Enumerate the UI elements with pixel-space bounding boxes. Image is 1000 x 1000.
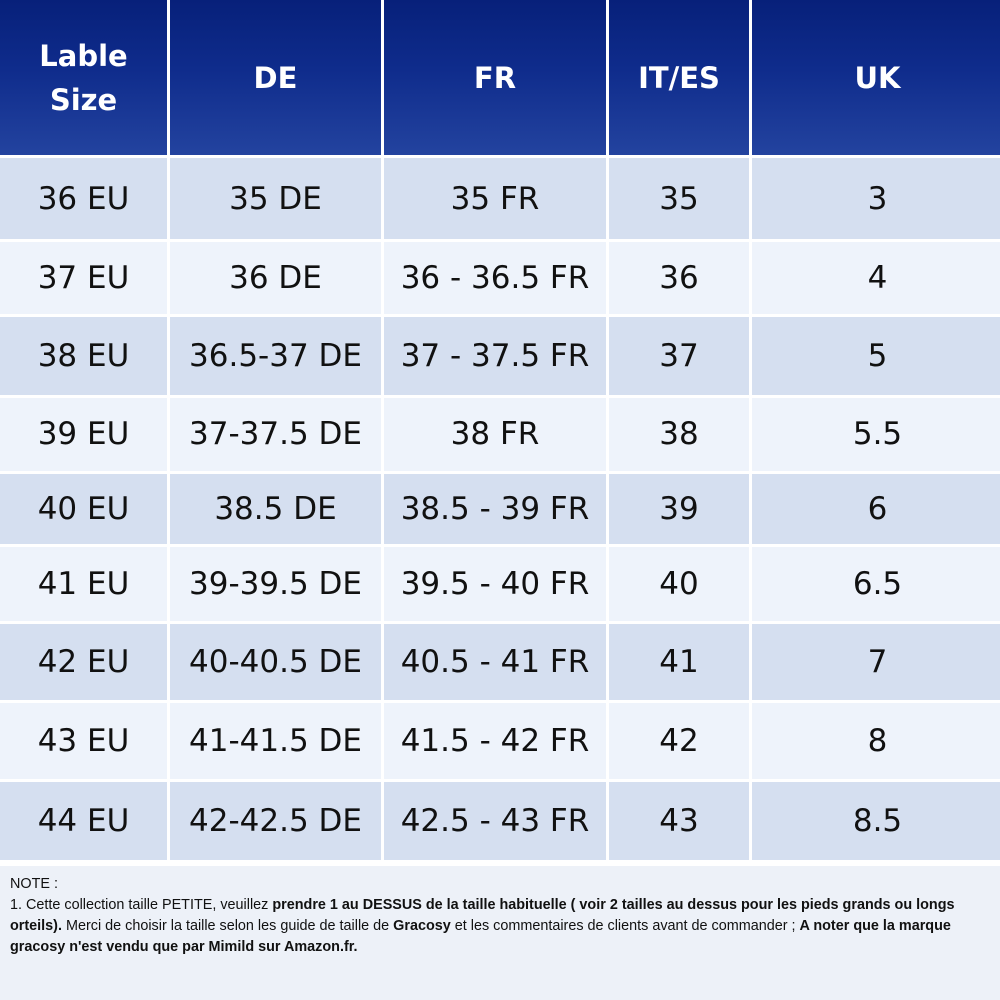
size-note: NOTE : 1. Cette collection taille PETITE… bbox=[0, 866, 1000, 1000]
cell-it-es: 38 bbox=[609, 397, 749, 471]
cell-uk: 5.5 bbox=[752, 397, 1000, 471]
cell-fr: 36 - 36.5 FR bbox=[384, 242, 606, 315]
table-row: 36 EU 35 DE 35 FR 35 3 bbox=[0, 158, 1000, 240]
cell-it-es: 40 bbox=[609, 547, 749, 622]
cell-uk: 5 bbox=[752, 317, 1000, 395]
note-bold-brand: Gracosy bbox=[393, 918, 451, 934]
cell-uk: 6.5 bbox=[752, 547, 1000, 622]
note-title: NOTE : bbox=[10, 876, 58, 892]
cell-de: 36.5-37 DE bbox=[170, 317, 381, 395]
cell-fr: 42.5 - 43 FR bbox=[384, 781, 606, 860]
cell-fr: 40.5 - 41 FR bbox=[384, 624, 606, 701]
note-text-1: 1. Cette collection taille PETITE, veuil… bbox=[10, 897, 273, 913]
cell-it-es: 41 bbox=[609, 624, 749, 701]
cell-eu: 39 EU bbox=[0, 397, 167, 471]
note-body: 1. Cette collection taille PETITE, veuil… bbox=[10, 895, 992, 958]
table-row: 39 EU 37-37.5 DE 38 FR 38 5.5 bbox=[0, 397, 1000, 471]
cell-eu: 36 EU bbox=[0, 158, 167, 240]
header-row: Lable Size DE FR IT/ES UK bbox=[0, 0, 1000, 155]
cell-it-es: 37 bbox=[609, 317, 749, 395]
table-row: 37 EU 36 DE 36 - 36.5 FR 36 4 bbox=[0, 242, 1000, 315]
note-text-2: Merci de choisir la taille selon les gui… bbox=[61, 918, 394, 934]
cell-fr: 41.5 - 42 FR bbox=[384, 703, 606, 779]
cell-eu: 41 EU bbox=[0, 547, 167, 622]
cell-fr: 37 - 37.5 FR bbox=[384, 317, 606, 395]
cell-de: 37-37.5 DE bbox=[170, 397, 381, 471]
cell-de: 36 DE bbox=[170, 242, 381, 315]
cell-fr: 39.5 - 40 FR bbox=[384, 547, 606, 622]
cell-eu: 44 EU bbox=[0, 781, 167, 860]
note-text-3: et les commentaires de clients avant de … bbox=[450, 918, 800, 934]
header-de: DE bbox=[170, 0, 381, 155]
header-label-size: Lable Size bbox=[0, 0, 167, 155]
cell-fr: 35 FR bbox=[384, 158, 606, 240]
cell-uk: 3 bbox=[752, 158, 1000, 240]
cell-eu: 43 EU bbox=[0, 703, 167, 779]
size-chart-table: Lable Size DE FR IT/ES UK 36 EU 35 DE 35… bbox=[0, 0, 1000, 860]
header-it-es: IT/ES bbox=[609, 0, 749, 155]
cell-de: 38.5 DE bbox=[170, 473, 381, 545]
cell-fr: 38.5 - 39 FR bbox=[384, 473, 606, 545]
cell-de: 42-42.5 DE bbox=[170, 781, 381, 860]
note-bold-3: A noter que la marque gracosy n'est vend… bbox=[10, 918, 951, 955]
cell-eu: 40 EU bbox=[0, 473, 167, 545]
table-row: 43 EU 41-41.5 DE 41.5 - 42 FR 42 8 bbox=[0, 703, 1000, 779]
cell-de: 35 DE bbox=[170, 158, 381, 240]
header-fr: FR bbox=[384, 0, 606, 155]
cell-it-es: 39 bbox=[609, 473, 749, 545]
cell-it-es: 43 bbox=[609, 781, 749, 860]
table-row: 41 EU 39-39.5 DE 39.5 - 40 FR 40 6.5 bbox=[0, 547, 1000, 622]
table-row: 44 EU 42-42.5 DE 42.5 - 43 FR 43 8.5 bbox=[0, 781, 1000, 860]
cell-eu: 38 EU bbox=[0, 317, 167, 395]
cell-de: 40-40.5 DE bbox=[170, 624, 381, 701]
cell-uk: 8.5 bbox=[752, 781, 1000, 860]
cell-eu: 37 EU bbox=[0, 242, 167, 315]
cell-eu: 42 EU bbox=[0, 624, 167, 701]
cell-it-es: 42 bbox=[609, 703, 749, 779]
cell-uk: 8 bbox=[752, 703, 1000, 779]
table-row: 40 EU 38.5 DE 38.5 - 39 FR 39 6 bbox=[0, 473, 1000, 545]
header-uk: UK bbox=[752, 0, 1000, 155]
table-row: 42 EU 40-40.5 DE 40.5 - 41 FR 41 7 bbox=[0, 624, 1000, 701]
cell-it-es: 35 bbox=[609, 158, 749, 240]
cell-uk: 6 bbox=[752, 473, 1000, 545]
note-bold-1: prendre 1 au DESSUS de la taille habitue… bbox=[10, 897, 955, 934]
cell-it-es: 36 bbox=[609, 242, 749, 315]
cell-de: 39-39.5 DE bbox=[170, 547, 381, 622]
cell-uk: 4 bbox=[752, 242, 1000, 315]
table-row: 38 EU 36.5-37 DE 37 - 37.5 FR 37 5 bbox=[0, 317, 1000, 395]
cell-uk: 7 bbox=[752, 624, 1000, 701]
cell-fr: 38 FR bbox=[384, 397, 606, 471]
cell-de: 41-41.5 DE bbox=[170, 703, 381, 779]
